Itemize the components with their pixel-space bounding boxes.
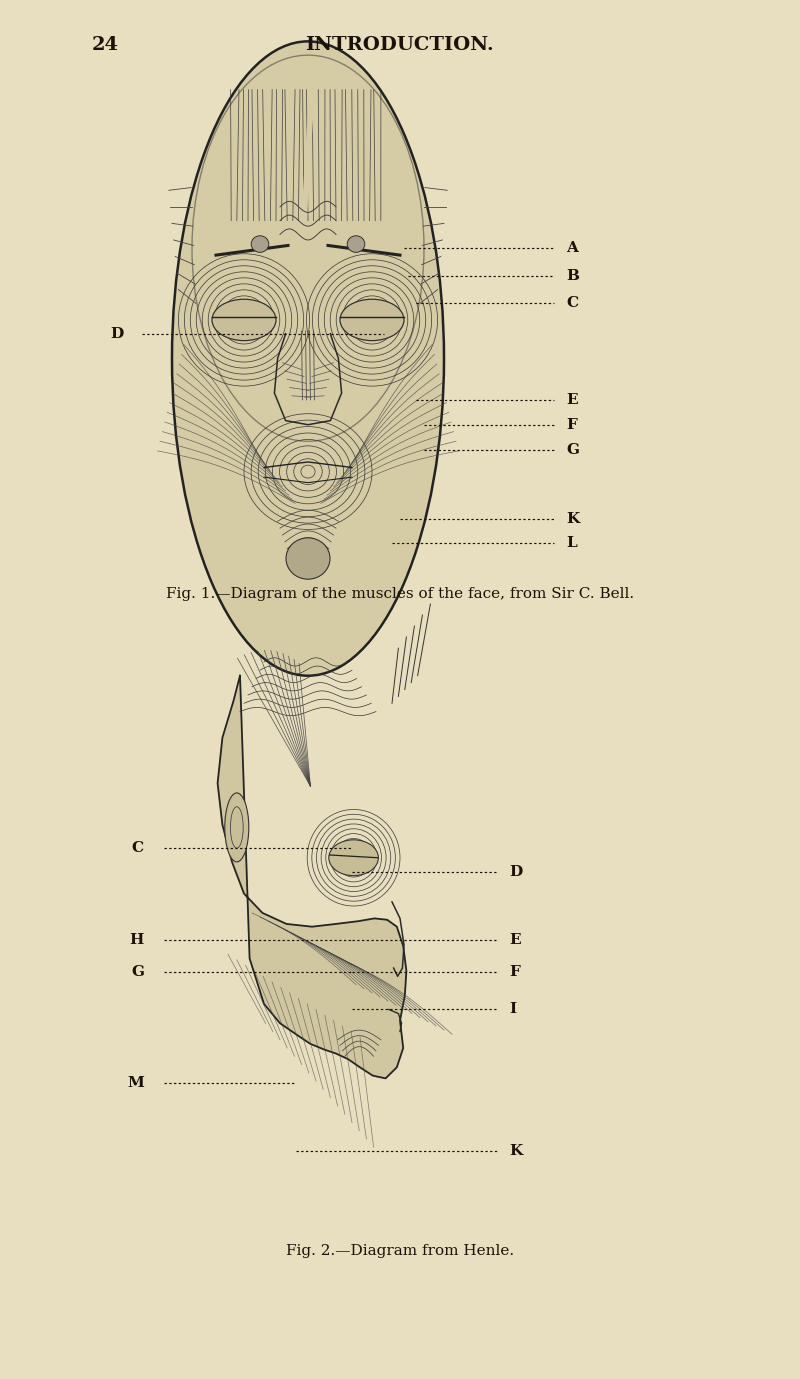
Text: D: D <box>110 327 123 341</box>
Text: C: C <box>132 841 144 855</box>
Text: G: G <box>131 965 144 979</box>
Polygon shape <box>218 676 406 1078</box>
Text: D: D <box>509 865 522 878</box>
Text: M: M <box>127 1076 144 1089</box>
Text: B: B <box>566 269 579 283</box>
Text: C: C <box>566 296 578 310</box>
Ellipse shape <box>225 793 249 862</box>
Text: A: A <box>566 241 578 255</box>
Text: G: G <box>566 443 579 456</box>
Text: K: K <box>566 512 580 525</box>
Text: I: I <box>509 1003 516 1016</box>
Text: E: E <box>566 393 578 407</box>
Text: F: F <box>509 965 520 979</box>
Text: L: L <box>566 536 577 550</box>
Text: H: H <box>130 934 144 947</box>
Ellipse shape <box>340 299 404 341</box>
Ellipse shape <box>347 236 365 252</box>
Text: Fig. 2.—Diagram from Henle.: Fig. 2.—Diagram from Henle. <box>286 1244 514 1258</box>
Ellipse shape <box>286 538 330 579</box>
Text: F: F <box>566 418 578 432</box>
Text: 24: 24 <box>92 36 119 54</box>
Text: E: E <box>509 934 521 947</box>
Text: INTRODUCTION.: INTRODUCTION. <box>306 36 494 54</box>
Ellipse shape <box>172 41 444 676</box>
Ellipse shape <box>251 236 269 252</box>
Text: K: K <box>509 1145 522 1158</box>
Text: Fig. 1.—Diagram of the muscles of the face, from Sir C. Bell.: Fig. 1.—Diagram of the muscles of the fa… <box>166 587 634 601</box>
Ellipse shape <box>212 299 276 341</box>
Ellipse shape <box>329 840 378 876</box>
